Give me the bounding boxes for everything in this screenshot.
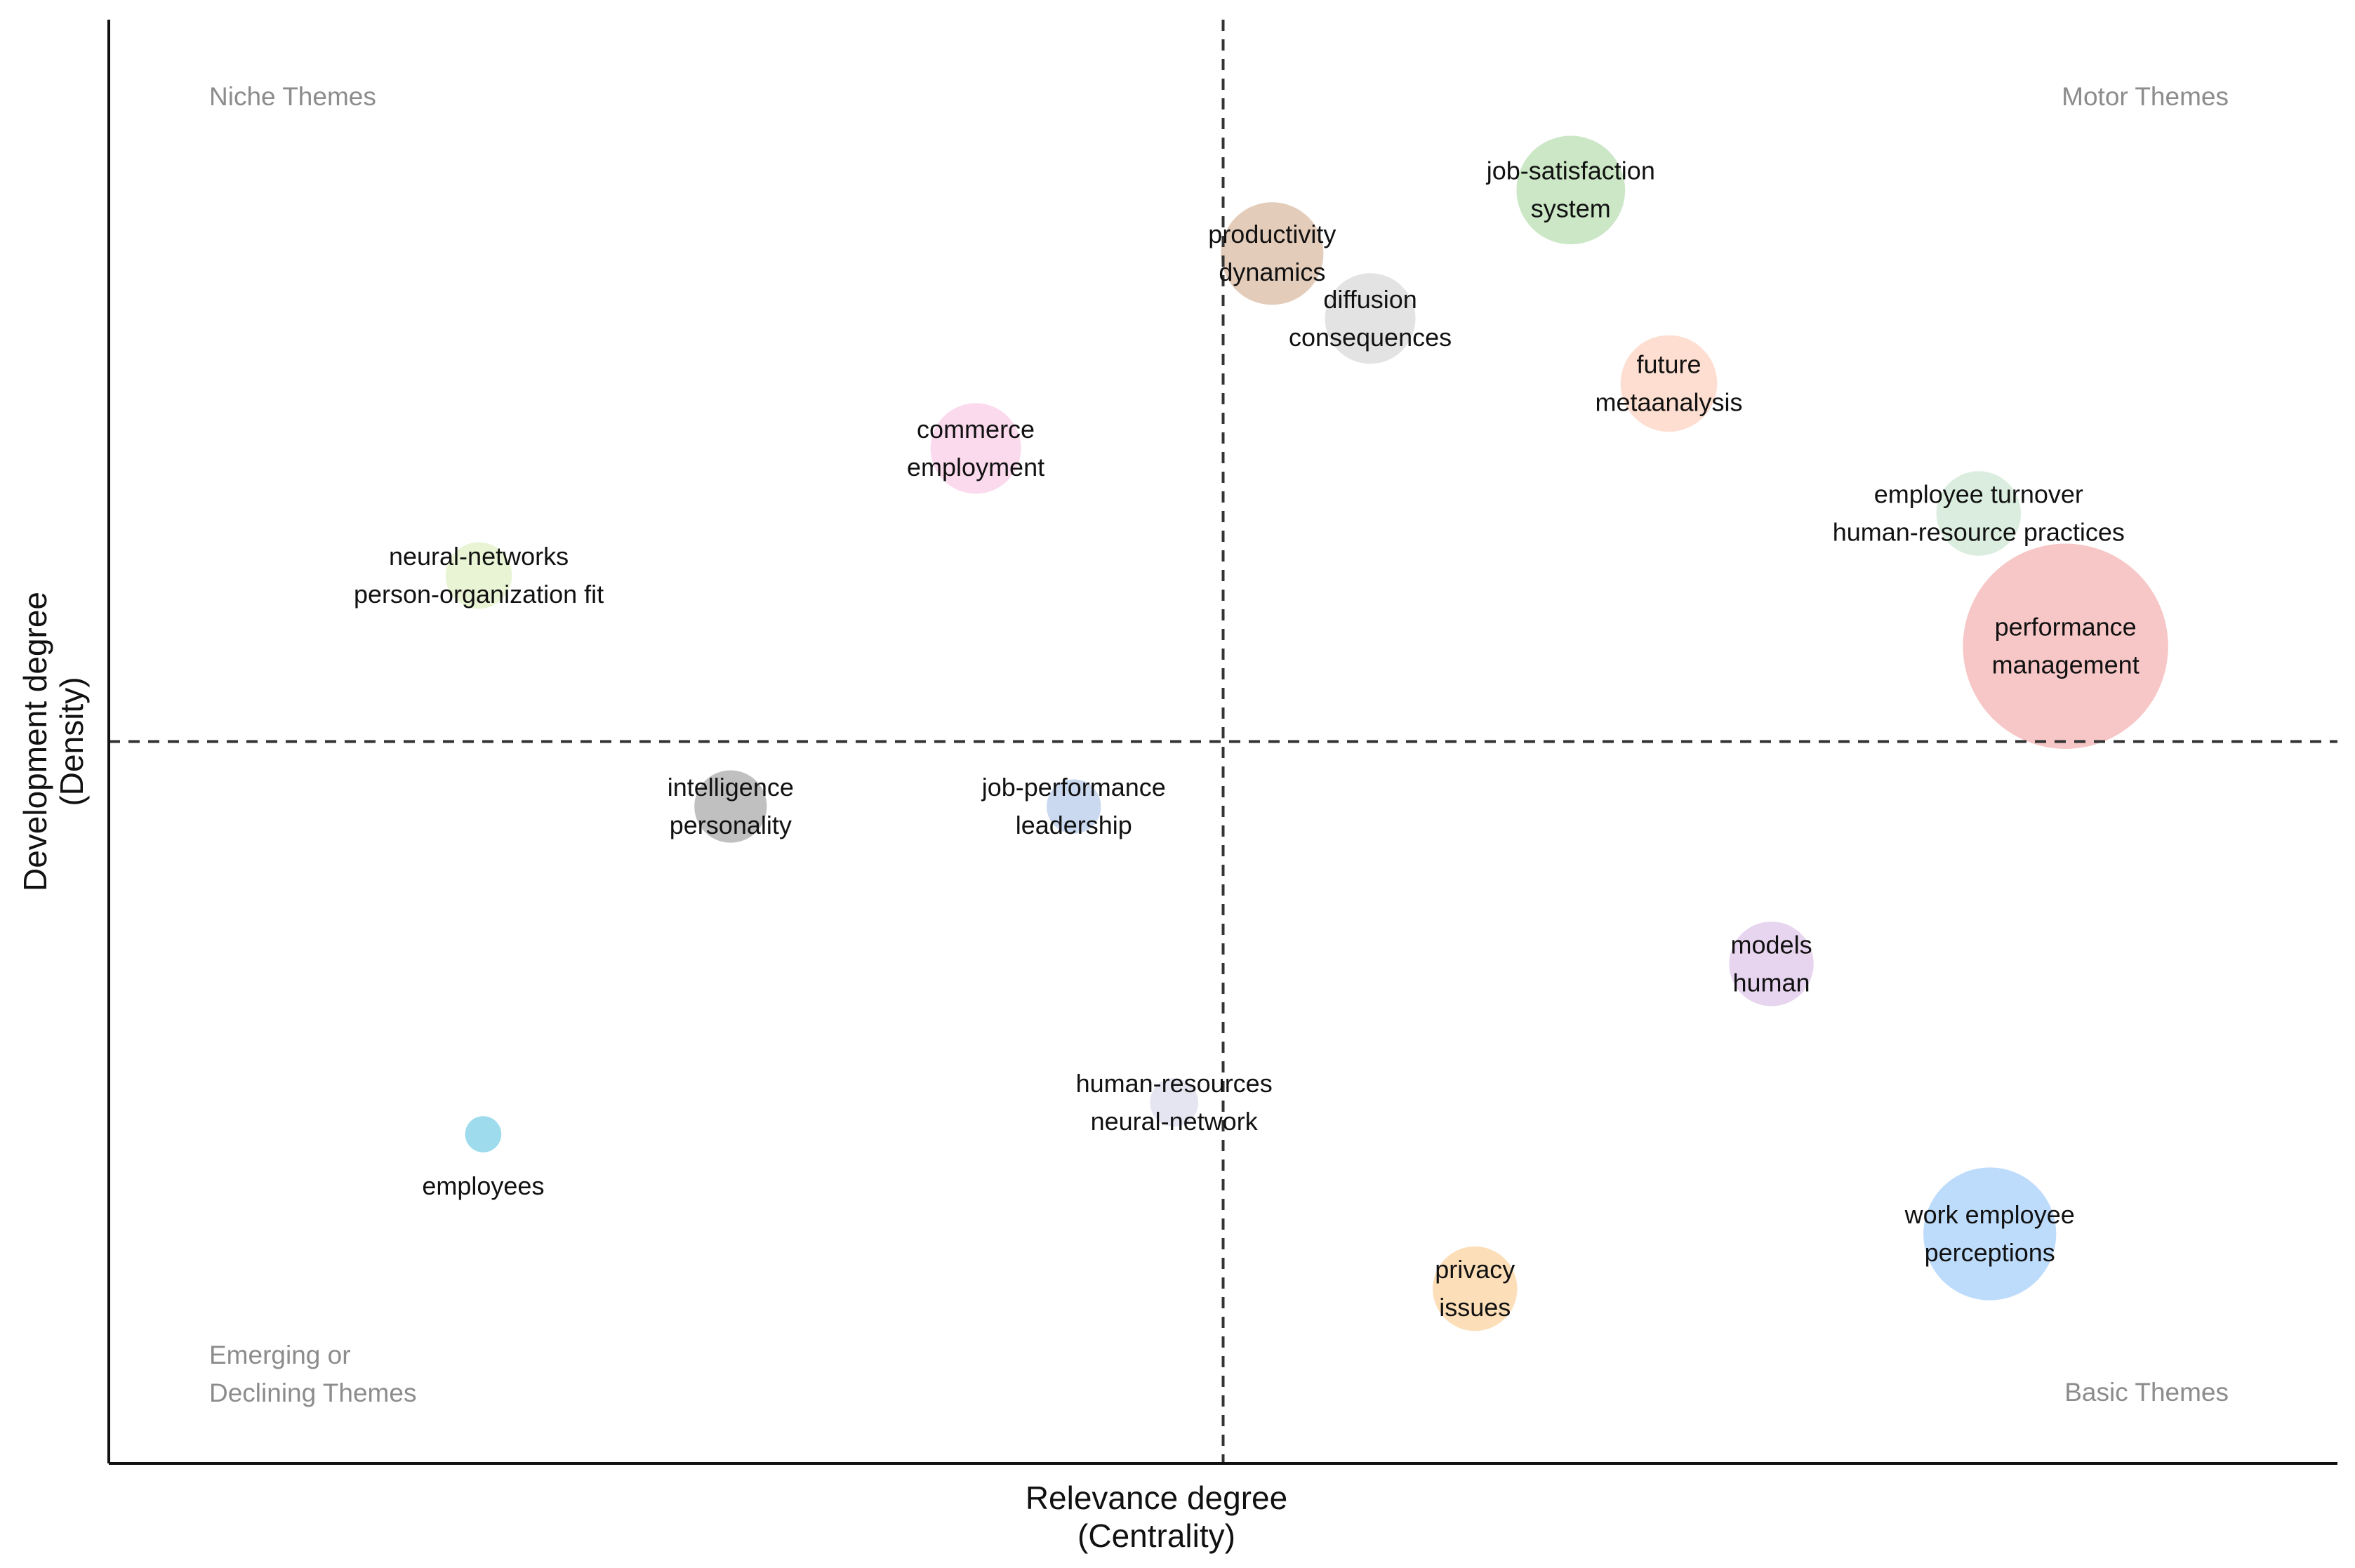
theme-label: neural-network [1091, 1107, 1259, 1136]
theme-bubble [1923, 1167, 2057, 1301]
theme-label: privacy [1435, 1255, 1515, 1284]
y-axis-title: (Density) [53, 677, 90, 806]
theme-label: commerce [917, 415, 1035, 444]
theme-label: future [1636, 350, 1701, 378]
theme-label: issues [1439, 1293, 1511, 1322]
axes [107, 20, 2337, 1465]
theme-label: perceptions [1925, 1238, 2055, 1267]
theme-bubble [1516, 135, 1626, 245]
theme-label: employment [907, 453, 1044, 481]
theme-label: person-organization fit [354, 580, 604, 609]
axis-titles: Relevance degree(Centrality) Development … [17, 592, 1287, 1554]
theme-label: job-satisfaction [1486, 157, 1655, 185]
motor-themes-label: Motor Themes [2062, 82, 2229, 111]
quadrant-labels: Niche Themes Motor Themes Emerging or Decli… [209, 82, 2229, 1407]
x-axis-title: (Centrality) [1077, 1517, 1235, 1554]
theme-label: personality [670, 811, 792, 839]
theme-label: metaanalysis [1595, 387, 1742, 416]
x-axis-title: Relevance degree [1026, 1480, 1287, 1516]
theme-label: human-resource practices [1833, 517, 2125, 546]
theme-bubble [1325, 273, 1416, 364]
theme-bubble [1221, 202, 1324, 305]
theme-label: management [1992, 651, 2140, 679]
theme-labels: job-satisfaction system productivity dynami… [354, 157, 2140, 1322]
theme-bubble [1729, 922, 1814, 1006]
theme-bubble [930, 403, 1021, 494]
quadrant-dividers [109, 20, 2337, 1463]
theme-label: system [1531, 194, 1611, 223]
theme-label: work employee [1904, 1200, 2075, 1229]
emerging-declining-themes-label: Emerging or [209, 1341, 351, 1369]
theme-bubble [1963, 543, 2168, 749]
theme-label: diffusion [1323, 285, 1417, 314]
theme-label: performance [1995, 613, 2137, 642]
theme-label: human [1733, 968, 1810, 997]
basic-themes-label: Basic Themes [2064, 1378, 2229, 1407]
theme-bubble [1150, 1078, 1199, 1127]
theme-label: consequences [1289, 323, 1452, 352]
theme-label: human-resources [1076, 1069, 1273, 1098]
theme-bubble [1047, 779, 1101, 834]
theme-label: job-performance [981, 773, 1166, 802]
theme-label: productivity [1208, 220, 1336, 248]
theme-label: dynamics [1219, 258, 1325, 286]
theme-bubble [694, 770, 767, 843]
theme-bubble [1433, 1246, 1518, 1331]
theme-bubble [465, 1116, 502, 1152]
theme-bubbles [445, 135, 2168, 1331]
theme-bubble [445, 542, 512, 609]
emerging-declining-themes-label: Declining Themes [209, 1378, 416, 1407]
theme-bubble [1936, 471, 2022, 556]
theme-label: employees [422, 1171, 544, 1200]
theme-label: employee turnover [1874, 479, 2083, 508]
theme-label: models [1731, 930, 1812, 959]
theme-bubble [1620, 335, 1718, 432]
theme-label: intelligence [668, 773, 794, 802]
theme-label: leadership [1016, 811, 1132, 839]
y-axis-title: Development degree [17, 592, 53, 891]
theme-label: neural-networks [389, 542, 569, 571]
niche-themes-label: Niche Themes [209, 82, 376, 111]
